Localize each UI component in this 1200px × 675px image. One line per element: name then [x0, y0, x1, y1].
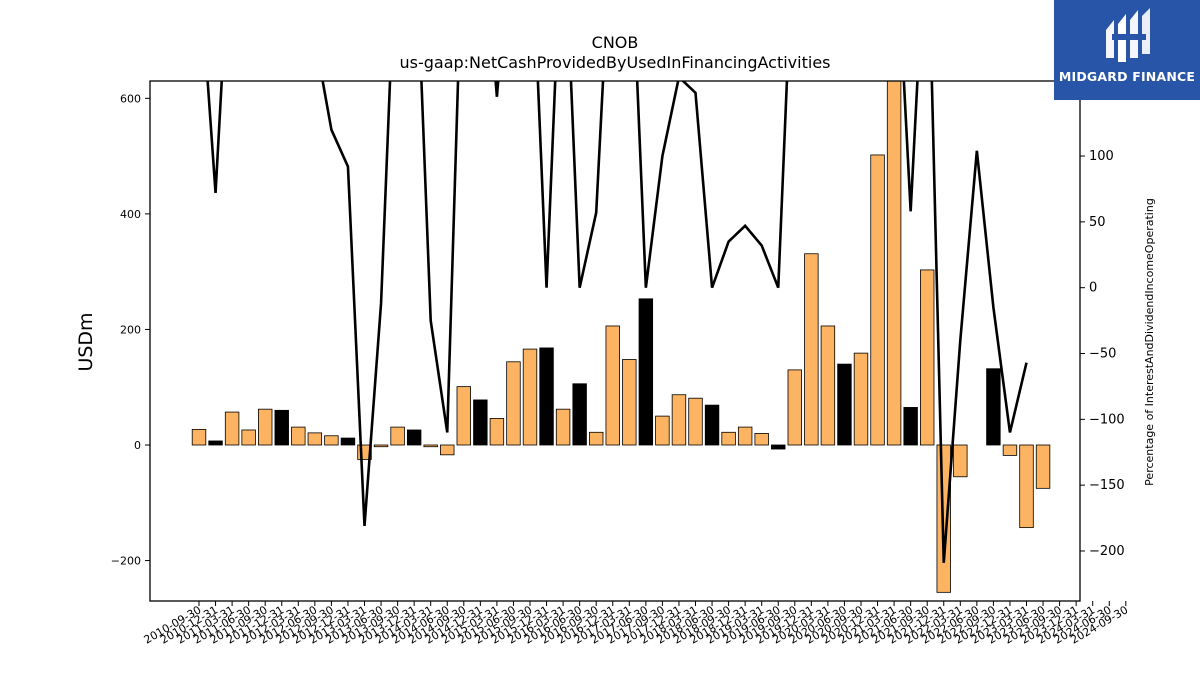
- bar-2019-09-30: [787, 369, 803, 446]
- bar-2012-12-31: [340, 437, 356, 446]
- bar-2015-12-31: [539, 347, 554, 446]
- bar-2014-06-30: [440, 444, 455, 456]
- bar-2022-03-31: [953, 444, 968, 478]
- bar-2010-12-31: [208, 440, 223, 446]
- bar-2017-12-31: [671, 394, 687, 446]
- bar-2015-06-30: [506, 361, 521, 446]
- bar-2021-03-31: [886, 81, 902, 446]
- bar-2013-06-30: [373, 444, 389, 448]
- y2-tick-label: −50: [1089, 347, 1116, 362]
- bar-2018-06-30: [704, 404, 720, 446]
- brand-logo: MIDGARD FINANCE: [1054, 0, 1200, 100]
- bar-2017-09-30: [655, 415, 670, 446]
- bar-2010-09-30: [191, 428, 207, 446]
- brand-name: MIDGARD FINANCE: [1058, 69, 1196, 84]
- chart-title: CNOB: [592, 33, 639, 52]
- plot-frame: [149, 80, 1081, 602]
- right-axis: −200 −150 −100 −50 0 50 100: [1080, 149, 1125, 559]
- bar-2021-09-30: [920, 269, 935, 446]
- bar-2019-12-31: [804, 253, 819, 446]
- bar-2020-09-30: [853, 352, 869, 446]
- y2-tick-label: 0: [1089, 281, 1097, 296]
- bar-2023-03-31: [1019, 444, 1034, 529]
- y2-tick-label: 100: [1089, 149, 1114, 164]
- y2-axis-label: Percentage of InterestAndDividendIncomeO…: [1143, 198, 1156, 486]
- logo-mark-icon: [1106, 8, 1150, 62]
- bar-2020-06-30: [837, 363, 852, 446]
- bar-2018-03-31: [688, 397, 703, 446]
- bar-2020-12-31: [870, 154, 885, 446]
- bar-2011-03-31: [224, 411, 240, 446]
- bar-2014-09-30: [456, 386, 472, 446]
- bar-2022-12-31: [1002, 444, 1018, 456]
- left-axis: −200 0 200 400 600: [111, 92, 150, 568]
- bar-2017-03-31: [622, 359, 637, 446]
- y-tick-label: −200: [111, 555, 141, 568]
- bar-2012-09-30: [324, 435, 339, 446]
- y2-tick-label: 50: [1089, 215, 1106, 230]
- bar-2023-06-30: [1035, 444, 1051, 489]
- bar-2017-06-30: [638, 298, 654, 446]
- line-path: [206, 81, 1028, 563]
- y2-tick-label: −150: [1089, 478, 1125, 493]
- bar-2013-09-30: [390, 426, 405, 446]
- bar-2014-12-31: [473, 399, 488, 446]
- line-series: [206, 81, 1028, 563]
- y2-tick-label: −200: [1089, 544, 1125, 559]
- bar-2016-12-31: [605, 325, 620, 446]
- bar-2011-06-30: [241, 429, 256, 446]
- bar-2022-09-30: [986, 368, 1001, 446]
- bar-2012-06-30: [307, 432, 323, 446]
- bar-2011-09-30: [257, 408, 273, 446]
- bar-series: [191, 81, 1051, 593]
- bar-2018-09-30: [721, 431, 736, 446]
- chart-subtitle: us-gaap:NetCashProvidedByUsedInFinancing…: [399, 53, 830, 72]
- y-tick-label: 600: [120, 92, 141, 105]
- y-tick-label: 0: [134, 439, 141, 452]
- bar-2016-09-30: [589, 431, 604, 446]
- y-axis-label: USDm: [75, 312, 97, 371]
- y-tick-label: 400: [120, 208, 141, 221]
- bar-2019-03-31: [754, 433, 769, 446]
- bar-2016-03-31: [555, 408, 571, 446]
- y-tick-label: 200: [120, 323, 141, 336]
- x-axis: 2010-09-302010-12-312011-03-312011-06-30…: [142, 601, 1130, 647]
- bar-2020-03-31: [820, 325, 836, 446]
- bar-2014-03-31: [423, 444, 438, 448]
- bar-2019-06-30: [771, 444, 786, 450]
- bar-2015-09-30: [522, 348, 538, 446]
- bar-2011-12-31: [274, 409, 289, 446]
- bar-2021-06-30: [903, 407, 918, 446]
- bar-2015-03-31: [489, 418, 505, 446]
- bar-2012-03-31: [291, 426, 306, 446]
- bar-2016-06-30: [572, 383, 587, 446]
- bar-2018-12-31: [737, 426, 753, 446]
- bar-2013-12-31: [406, 429, 422, 446]
- y2-tick-label: −100: [1089, 412, 1125, 427]
